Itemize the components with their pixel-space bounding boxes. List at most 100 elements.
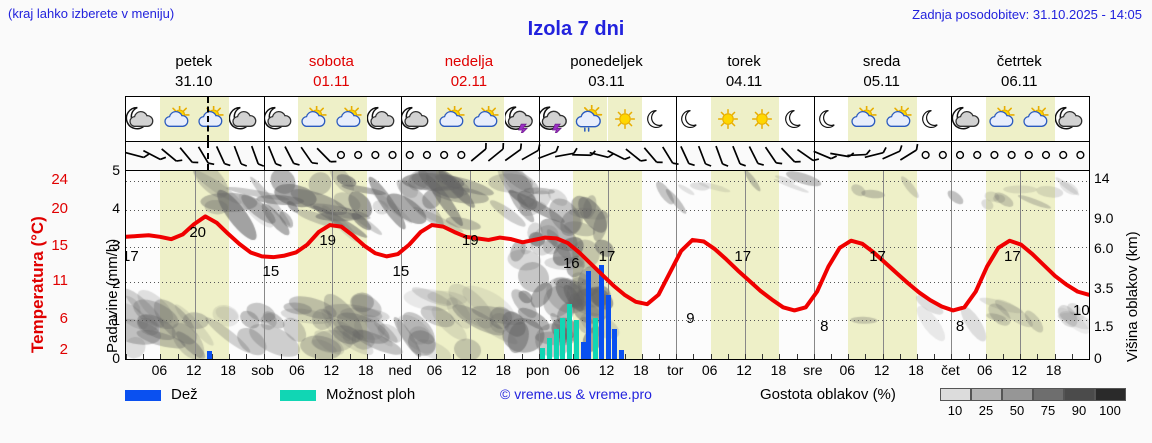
weather-icon-sun-cloud (436, 97, 470, 141)
day-separator (676, 97, 677, 141)
day-separator (814, 97, 815, 141)
showers-legend-swatch (280, 390, 316, 401)
last-update-text: Zadnja posodobitev: 31.10.2025 - 14:05 (912, 7, 1142, 22)
cloud-density-legend-label: Gostota oblakov (%) (760, 386, 896, 403)
hour-tick (1089, 354, 1090, 359)
cloud-density-swatch-10 (940, 388, 971, 401)
forecast-plot: 17 20 15 19 15 19 16 17 9 17 8 17 8 17 10 (125, 170, 1090, 360)
x-tick-label: 06 (281, 362, 313, 378)
x-tick-label: 06 (143, 362, 175, 378)
temperature-axis-title: Temperatura (°C) (6, 178, 32, 353)
temperature-value-label: 19 (319, 232, 336, 249)
weather-icon-sun-cloud-showers (573, 97, 607, 141)
day-date: 31.10 (125, 72, 263, 92)
x-axis-tick-labels: 06 12 18 sob 06 12 18 ned 06 12 18 pon 06 12 18 tor 06 12… (125, 362, 1090, 380)
day-separator (539, 97, 540, 141)
cloud-density-swatch-100 (1095, 388, 1126, 401)
day-separator (951, 142, 952, 170)
x-tick-label: 06 (694, 362, 726, 378)
x-tick-label: 18 (762, 362, 794, 378)
weather-icon-sun-cloud (160, 97, 194, 141)
precipitation-tick: 3 (104, 237, 120, 253)
weather-icon-sun-cloud (986, 97, 1020, 141)
x-tick-label: 12 (315, 362, 347, 378)
showers-legend-label: Možnost ploh (326, 386, 415, 403)
precipitation-tick: 0 (104, 350, 120, 366)
weather-icon-moon-cloud (264, 97, 298, 141)
weather-icon-sun-cloud (848, 97, 882, 141)
day-header-1: sobota 01.11 (263, 52, 401, 92)
temperature-value-label: 8 (820, 318, 828, 335)
temperature-value-label: 16 (563, 255, 580, 272)
day-header-row: petek 31.10 sobota 01.11 nedelja 02.11 ponedel… (125, 52, 1090, 94)
day-name: sobota (263, 52, 401, 72)
weather-icon-moon (676, 97, 710, 141)
x-tick-label: 18 (1038, 362, 1070, 378)
cloud-density-step-label: 100 (1098, 403, 1122, 418)
x-tick-label: 12 (728, 362, 760, 378)
day-date: 06.11 (950, 72, 1088, 92)
day-name: četrtek (950, 52, 1088, 72)
cloud-density-swatch-50 (1002, 388, 1033, 401)
cloud-density-swatch-25 (971, 388, 1002, 401)
x-tick-label: 06 (969, 362, 1001, 378)
temperature-value-label: 17 (869, 248, 886, 265)
x-tick-label: pon (522, 362, 554, 378)
weather-icon-moon (642, 97, 676, 141)
rain-legend-swatch (125, 390, 161, 401)
x-tick-label: 06 (419, 362, 451, 378)
x-tick-label: ned (384, 362, 416, 378)
day-separator (814, 142, 815, 170)
weather-icon-moon-cloud (367, 97, 401, 141)
day-header-3: ponedeljek 03.11 (538, 52, 676, 92)
x-tick-label: 06 (556, 362, 588, 378)
weather-icon-sun (745, 97, 779, 141)
day-header-0: petek 31.10 (125, 52, 263, 92)
weather-icon-moon-cloud (951, 97, 985, 141)
cloud-height-tick: 3.5 (1094, 280, 1124, 296)
cloud-height-axis-title-text: Višina oblakov (km) (1124, 231, 1141, 362)
cloud-height-tick: 14 (1094, 170, 1124, 186)
precipitation-tick: 2 (104, 275, 120, 291)
day-date: 02.11 (400, 72, 538, 92)
day-header-4: torek 04.11 (675, 52, 813, 92)
temperature-value-label: 15 (263, 263, 280, 280)
temperature-value-label: 17 (734, 248, 751, 265)
x-tick-label: 12 (1003, 362, 1035, 378)
temperature-tick: 2 (38, 341, 68, 358)
x-tick-label: sre (797, 362, 829, 378)
temperature-tick: 11 (38, 272, 68, 289)
precipitation-tick: 1 (104, 312, 120, 328)
day-separator (264, 142, 265, 170)
cloud-density-step-label: 25 (974, 403, 998, 418)
day-separator (264, 97, 265, 141)
cloud-density-step-label: 90 (1067, 403, 1091, 418)
weather-icon-sun-cloud (298, 97, 332, 141)
cloud-height-tick: 9.0 (1094, 210, 1124, 226)
copyright-link[interactable]: © vreme.us & vreme.pro (500, 386, 652, 402)
temperature-value-label: 17 (599, 248, 616, 265)
day-separator (401, 142, 402, 170)
weather-icon-moon-cloud-storm (504, 97, 538, 141)
day-name: petek (125, 52, 263, 72)
chart-legend: Dež Možnost ploh © vreme.us & vreme.pro … (125, 386, 1145, 420)
x-tick-label: 18 (212, 362, 244, 378)
temperature-value-label: 9 (686, 310, 694, 327)
x-tick-label: 18 (625, 362, 657, 378)
cloud-height-tick: 0 (1094, 350, 1124, 366)
day-date: 01.11 (263, 72, 401, 92)
weather-icon-moon-cloud (1055, 97, 1089, 141)
wind-barbs (126, 142, 1089, 170)
temperature-value-label: 8 (956, 318, 964, 335)
weather-icon-sun-cloud (332, 97, 366, 141)
day-name: nedelja (400, 52, 538, 72)
weather-icon-sun (711, 97, 745, 141)
day-separator (401, 97, 402, 141)
day-date: 04.11 (675, 72, 813, 92)
cloud-height-axis-title: Višina oblakov (km) (1122, 172, 1148, 362)
temperature-tick: 20 (38, 200, 68, 217)
cloud-height-tick: 1.5 (1094, 318, 1124, 334)
temperature-tick: 24 (38, 171, 68, 188)
weather-icon-moon (917, 97, 951, 141)
temperature-tick: 6 (38, 310, 68, 327)
